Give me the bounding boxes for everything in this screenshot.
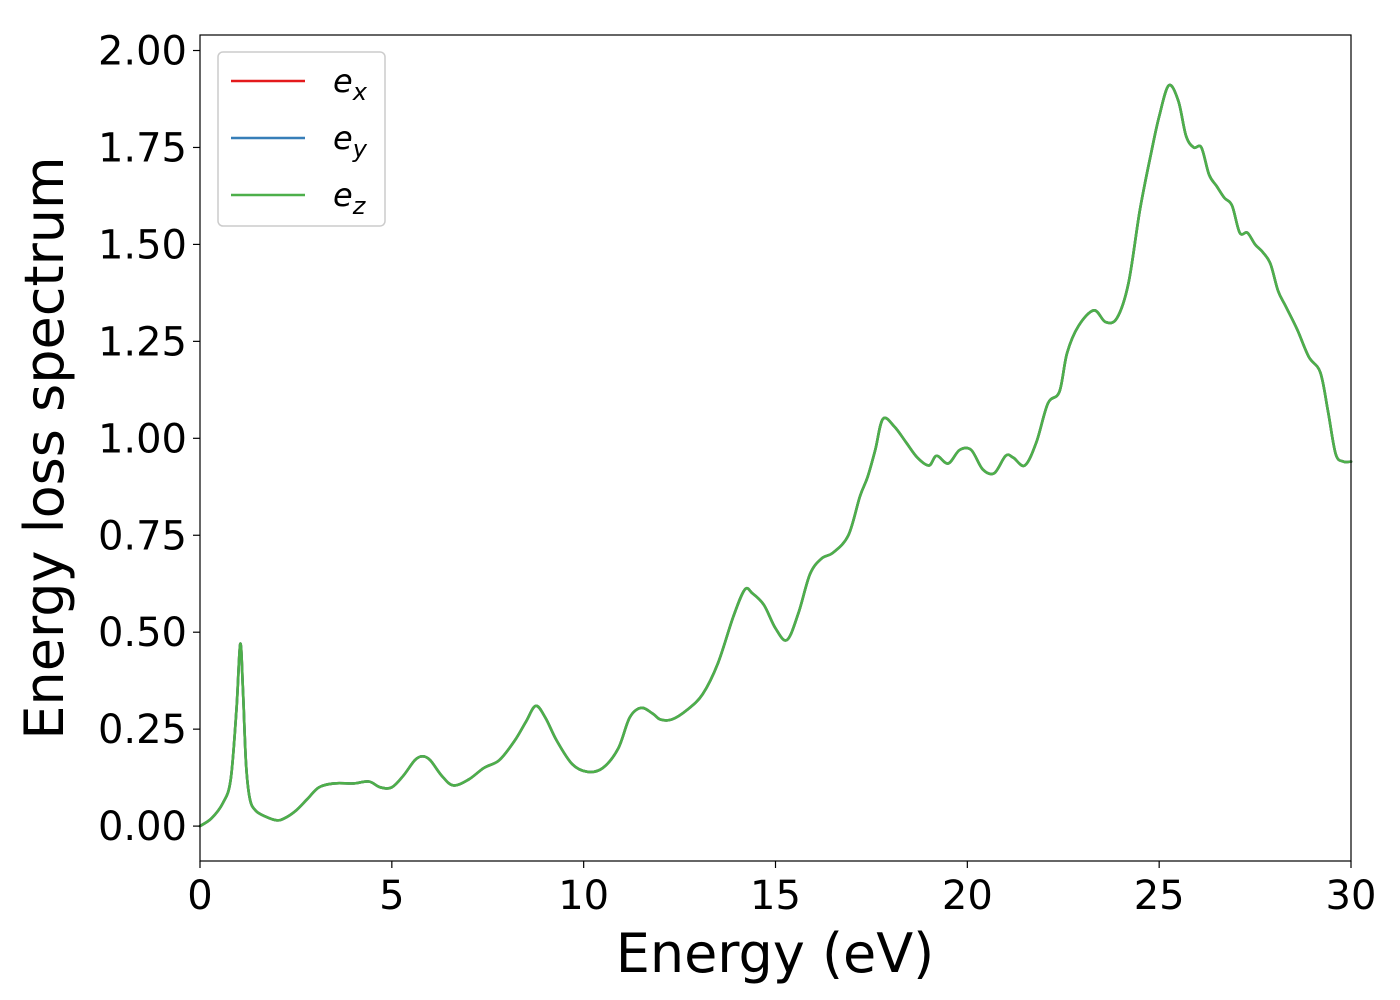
plot-area [198, 34, 1353, 862]
y-tick-label: 0.25 [98, 707, 187, 753]
legend-label-subscript: z [352, 192, 367, 220]
x-tick-label: 10 [558, 873, 609, 919]
y-tick-label: 1.25 [98, 319, 187, 365]
y-tick-label: 1.75 [98, 125, 187, 171]
y-tick-label: 0.75 [98, 513, 187, 559]
legend-label-base: e [333, 119, 353, 157]
x-tick-label: 5 [379, 873, 404, 919]
series-layer [198, 83, 1353, 828]
legend-label-base: e [333, 62, 353, 100]
y-tick-label: 0.50 [98, 610, 187, 656]
y-axis-label: Energy loss spectrum [13, 156, 76, 739]
x-axis-ticks: 0 5 10 15 20 25 30 [187, 861, 1376, 919]
x-tick-label: 30 [1326, 873, 1377, 919]
y-tick-label: 1.00 [98, 416, 187, 462]
y-axis-ticks: 0.00 0.25 0.50 0.75 1.00 1.25 1.50 1.75 2.00 [98, 29, 200, 850]
legend-label-e-z: ez [333, 176, 367, 220]
legend-label-e-x: ex [333, 62, 368, 106]
x-tick-label: 15 [750, 873, 801, 919]
series-line-e-z [198, 83, 1353, 828]
legend-label-base: e [333, 176, 353, 214]
y-tick-label: 2.00 [98, 29, 187, 75]
x-tick-label: 20 [942, 873, 993, 919]
x-tick-label: 0 [187, 873, 212, 919]
x-axis-label: Energy (eV) [616, 922, 935, 985]
x-tick-label: 25 [1134, 873, 1185, 919]
y-tick-label: 0.00 [98, 804, 187, 850]
legend-label-subscript: y [352, 135, 368, 163]
legend-label-e-y: ey [333, 119, 368, 163]
plot-background [200, 35, 1351, 861]
y-tick-label: 1.50 [98, 222, 187, 268]
legend-label-subscript: x [352, 78, 368, 106]
